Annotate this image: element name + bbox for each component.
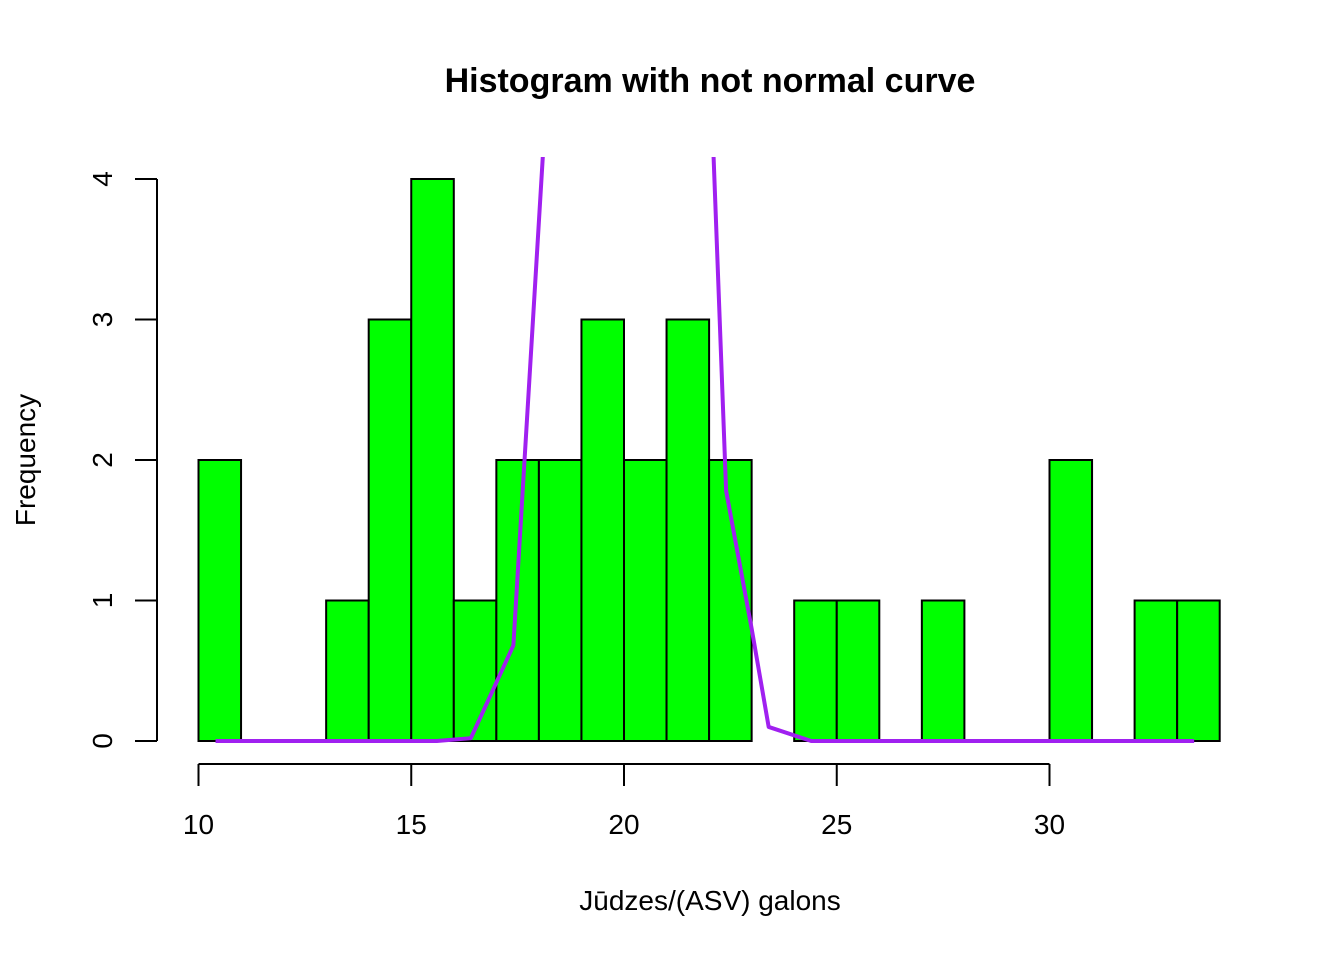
x-axis-label: Jūdzes/(ASV) galons <box>579 885 840 916</box>
histogram-bar <box>197 459 243 742</box>
y-tick-label: 4 <box>87 171 118 187</box>
histogram-bar <box>920 599 966 742</box>
y-axis-label: Frequency <box>10 394 41 526</box>
x-tick-label: 10 <box>183 809 214 840</box>
x-tick-label: 25 <box>821 809 852 840</box>
histogram-bar <box>1048 459 1094 742</box>
y-tick-label: 2 <box>87 452 118 468</box>
histogram-bar <box>537 459 583 742</box>
histogram-bar <box>835 599 881 742</box>
x-tick-label: 20 <box>608 809 639 840</box>
y-tick-label: 3 <box>87 312 118 328</box>
curve-layer <box>215 157 1195 743</box>
histogram-bar <box>410 178 455 742</box>
histogram-bars <box>197 178 1221 742</box>
histogram-bar <box>665 318 711 742</box>
x-tick-label: 15 <box>396 809 427 840</box>
histogram-bar <box>793 599 838 742</box>
y-tick-label: 0 <box>87 733 118 749</box>
x-tick-label: 30 <box>1034 809 1065 840</box>
histogram-bar <box>1176 599 1221 742</box>
histogram-bar <box>367 318 413 742</box>
y-axis: 0 1 2 3 4 <box>87 171 158 749</box>
histogram-bar <box>623 459 668 742</box>
histogram-bar <box>1133 599 1179 742</box>
density-curve-line <box>215 157 1195 743</box>
histogram-bar <box>452 599 498 742</box>
histogram-bar <box>580 318 626 742</box>
histogram-bar <box>325 599 370 742</box>
x-axis: 10 15 20 25 30 <box>183 763 1065 840</box>
chart-title: Histogram with not normal curve <box>445 62 976 100</box>
y-tick-label: 1 <box>87 593 118 609</box>
